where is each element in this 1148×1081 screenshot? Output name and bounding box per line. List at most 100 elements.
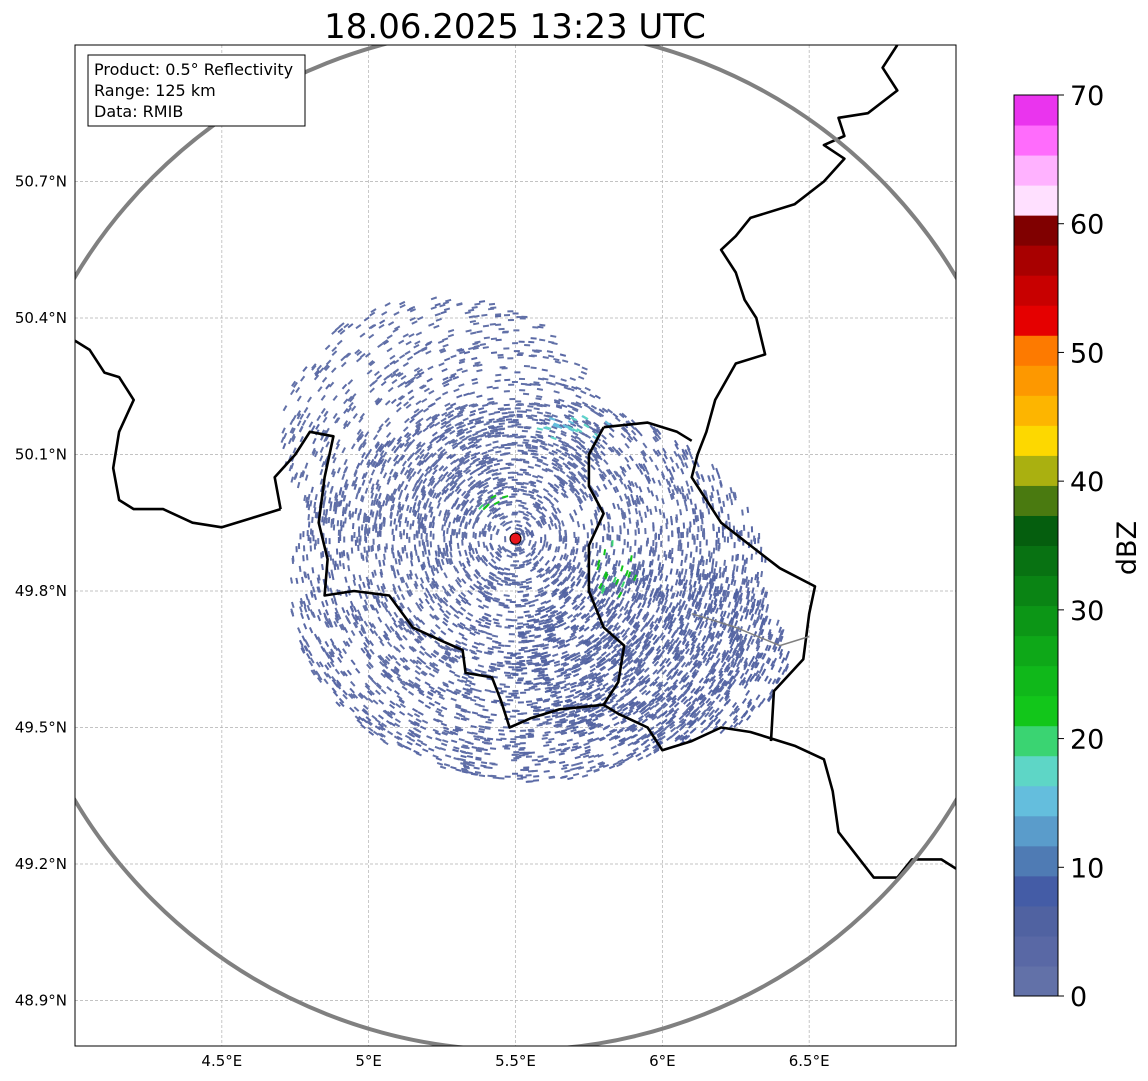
radar-echo bbox=[562, 763, 569, 768]
radar-echo bbox=[518, 340, 525, 343]
radar-echo bbox=[405, 532, 409, 539]
radar-echo bbox=[467, 440, 474, 446]
radar-echo bbox=[289, 577, 294, 584]
radar-echo bbox=[715, 607, 719, 614]
radar-echo bbox=[391, 616, 397, 624]
radar-echo bbox=[639, 593, 645, 601]
radar-echo bbox=[516, 458, 523, 462]
radar-echo bbox=[460, 754, 467, 759]
radar-echo bbox=[364, 526, 368, 533]
radar-echo bbox=[316, 577, 320, 584]
radar-echo bbox=[465, 434, 472, 439]
radar-echo bbox=[669, 585, 674, 592]
radar-echo bbox=[723, 559, 727, 566]
radar-echo bbox=[570, 471, 577, 477]
radar-echo bbox=[598, 473, 604, 480]
radar-echo bbox=[402, 529, 406, 536]
radar-echo bbox=[518, 377, 526, 381]
radar-echo bbox=[432, 461, 438, 468]
radar-echo bbox=[342, 648, 348, 655]
radar-echo bbox=[449, 604, 455, 611]
radar-echo bbox=[645, 540, 649, 547]
radar-echo bbox=[712, 523, 715, 530]
radar-echo bbox=[512, 689, 519, 692]
radar-echo bbox=[692, 518, 696, 525]
radar-echo bbox=[519, 751, 526, 754]
radar-echo bbox=[602, 439, 608, 446]
radar-echo bbox=[520, 729, 527, 732]
radar-echo bbox=[515, 423, 522, 426]
radar-echo bbox=[418, 634, 425, 641]
radar-echo bbox=[503, 314, 511, 317]
radar-echo bbox=[507, 610, 514, 614]
radar-echo bbox=[415, 665, 422, 671]
radar-echo bbox=[735, 565, 739, 572]
radar-echo bbox=[329, 587, 333, 594]
radar-echo bbox=[717, 537, 720, 544]
radar-echo bbox=[455, 688, 462, 693]
radar-echo bbox=[644, 674, 650, 680]
radar-echo bbox=[397, 558, 401, 566]
radar-echo bbox=[509, 434, 516, 438]
radar-echo bbox=[648, 569, 652, 576]
radar-echo bbox=[627, 754, 634, 760]
radar-echo bbox=[383, 553, 386, 560]
radar-echo bbox=[492, 776, 499, 780]
radar-echo bbox=[567, 455, 574, 461]
radar-echo bbox=[516, 661, 523, 664]
radar-echo bbox=[486, 677, 493, 681]
grid bbox=[75, 45, 956, 1046]
radar-echo bbox=[487, 489, 494, 495]
radar-echo bbox=[368, 640, 374, 647]
radar-echo bbox=[559, 554, 564, 561]
radar-echo bbox=[395, 660, 402, 667]
radar-echo bbox=[521, 712, 528, 715]
radar-echo bbox=[661, 669, 668, 676]
radar-echo bbox=[733, 542, 736, 549]
radar-echo bbox=[581, 494, 587, 502]
radar-echo bbox=[653, 623, 659, 631]
radar-echo bbox=[612, 761, 619, 766]
radar-echo bbox=[680, 460, 686, 468]
radar-echo bbox=[437, 550, 441, 558]
radar-echo bbox=[387, 475, 392, 482]
radar-echo bbox=[474, 771, 482, 774]
radar-echo bbox=[474, 547, 479, 555]
radar-echo bbox=[354, 715, 361, 721]
radar-echo bbox=[467, 612, 474, 617]
radar-echo bbox=[726, 583, 731, 591]
radar-echo bbox=[449, 416, 456, 422]
radar-echo bbox=[659, 696, 666, 703]
radar-echo bbox=[500, 690, 507, 693]
radar-echo bbox=[686, 528, 689, 535]
radar-echo bbox=[360, 524, 364, 531]
radar-echo bbox=[536, 421, 543, 425]
radar-echo bbox=[317, 538, 320, 545]
radar-echo bbox=[471, 645, 479, 650]
radar-echo bbox=[693, 538, 696, 545]
radar-echo bbox=[465, 532, 468, 539]
radar-echo bbox=[440, 656, 448, 662]
radar-echo bbox=[433, 666, 440, 672]
radar-echo bbox=[624, 627, 631, 634]
radar-echo bbox=[656, 668, 662, 675]
radar-echo bbox=[699, 558, 703, 566]
radar-echo bbox=[711, 463, 715, 471]
radar-echo bbox=[489, 542, 493, 549]
radar-echo bbox=[715, 539, 718, 546]
radar-echo bbox=[478, 584, 485, 591]
radar-echo bbox=[514, 582, 521, 586]
radar-echo bbox=[584, 618, 591, 624]
radar-echo bbox=[532, 718, 539, 721]
radar-echo bbox=[515, 681, 522, 684]
radar-echo bbox=[525, 577, 532, 582]
radar-echo bbox=[367, 545, 371, 552]
radar-echo bbox=[559, 717, 566, 722]
radar-echo bbox=[480, 427, 488, 432]
radar-echo bbox=[529, 495, 537, 501]
radar-echo bbox=[310, 669, 316, 676]
radar-echo bbox=[495, 556, 501, 562]
radar-echo bbox=[572, 555, 577, 563]
radar-echo bbox=[383, 606, 389, 613]
radar-echo bbox=[521, 429, 528, 433]
